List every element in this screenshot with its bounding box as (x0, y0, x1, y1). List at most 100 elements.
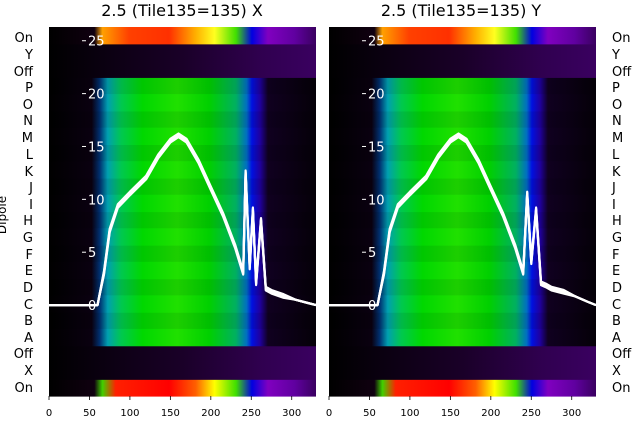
row-label: G (612, 231, 622, 246)
heatmap-row (329, 177, 596, 196)
row-label: C (24, 298, 33, 313)
heatmap-row (49, 77, 316, 95)
overlay-y-tick-label: 15 (368, 140, 385, 155)
heatmap-row (49, 278, 316, 296)
heatmap-row-shade (329, 144, 596, 162)
row-label: K (24, 165, 33, 180)
x-axis: 0 50 100 150 200 250 300 (46, 396, 301, 419)
row-label: N (23, 114, 33, 129)
heatmap-row-shade (329, 177, 596, 195)
heatmap-row (329, 94, 596, 112)
row-label: O (23, 98, 33, 113)
heatmap-row-shade (49, 177, 316, 195)
x-tick-label: 250 (242, 408, 261, 419)
heatmap-row (329, 228, 596, 246)
row-label: H (612, 214, 622, 229)
overlay-y-tick-label: 0 (368, 299, 376, 314)
heatmap-row (49, 94, 316, 112)
overlay-y-tick-label: 15 (88, 140, 105, 155)
row-label: I (29, 198, 33, 213)
overlay-y-tick-label: 10 (88, 193, 105, 208)
row-label: C (612, 298, 621, 313)
heatmap-row-shade (329, 245, 596, 262)
row-label: P (612, 81, 620, 96)
heatmap-row (329, 144, 596, 162)
heatmap-row (329, 27, 596, 45)
row-label: H (23, 214, 33, 229)
overlay-y-tick-label: 25 (88, 35, 105, 50)
heatmap-area (49, 27, 316, 397)
row-label: Off (612, 347, 632, 362)
row-label: X (612, 364, 621, 379)
overlay-y-tick-label: 5 (368, 246, 376, 261)
heatmap-row (49, 362, 316, 380)
trace-line-copy (329, 136, 597, 307)
panel-x: 2.5 (Tile135=135) X Dipole OnXOffABCDEFG… (0, 1, 317, 419)
row-label: Y (24, 48, 33, 63)
heatmap-row-shade (49, 77, 316, 95)
heatmap-row-shade (329, 278, 596, 296)
heatmap-row (49, 345, 316, 364)
heatmap-row (49, 27, 316, 45)
row-label: M (612, 131, 623, 146)
trace-line-copy (49, 132, 317, 307)
trace-overlay (329, 132, 597, 307)
row-label: N (612, 114, 622, 129)
panel-title: 2.5 (Tile135=135) Y (381, 1, 542, 20)
row-label: B (24, 314, 33, 329)
heatmap-row (329, 261, 596, 280)
heatmap-row (49, 177, 316, 196)
heatmap-row (49, 379, 316, 397)
heatmap-row (49, 328, 316, 347)
row-label: I (612, 198, 616, 213)
row-label: K (612, 165, 621, 180)
row-label: On (612, 31, 630, 46)
x-tick-label: 0 (46, 408, 52, 419)
heatmap-row-shade (329, 110, 596, 128)
row-label: Off (14, 65, 34, 80)
x-tick-label: 0 (326, 408, 332, 419)
heatmap-row-shade (49, 211, 316, 229)
heatmap-row (49, 228, 316, 246)
row-label: L (612, 148, 620, 163)
overlay-y-tick-label: 5 (88, 246, 96, 261)
x-tick-label: 50 (363, 408, 376, 419)
x-tick-label: 150 (441, 408, 460, 419)
heatmap-row (329, 379, 596, 397)
heatmap-row-shade (49, 312, 316, 329)
x-tick-label: 100 (400, 408, 419, 419)
heatmap-row (329, 110, 596, 129)
overlay-y-tick-label: 10 (368, 193, 385, 208)
overlay-y-tick-label: 0 (88, 299, 96, 314)
x-tick-label: 300 (282, 408, 301, 419)
heatmap-row (329, 245, 596, 263)
x-tick-label: 200 (201, 408, 220, 419)
heatmap-row (329, 60, 596, 78)
row-label: D (612, 281, 622, 296)
overlay-y-tick-label: 20 (88, 88, 105, 103)
row-label: On (612, 381, 630, 396)
heatmap-row (329, 328, 596, 347)
x-axis: 0 50 100 150 200 250 300 (326, 396, 581, 419)
heatmap-row (329, 312, 596, 330)
heatmap-row-shade (329, 312, 596, 329)
row-label: E (25, 264, 33, 279)
x-tick-label: 100 (120, 408, 139, 419)
overlay-y-axis: 0 5 10 15 20 25 (362, 35, 385, 314)
heatmap-row (49, 261, 316, 280)
heatmap-area (329, 27, 596, 397)
heatmap-row-shade (49, 144, 316, 162)
row-label: Off (612, 65, 632, 80)
heatmap-row (49, 295, 316, 313)
panel-y: 2.5 (Tile135=135) Y OnXOffABCDEFGHIJKLMN… (326, 1, 632, 419)
row-label: L (26, 148, 34, 163)
heatmap-row (49, 161, 316, 179)
heatmap-row (49, 43, 316, 62)
row-label: P (25, 81, 33, 96)
row-label: J (28, 181, 33, 196)
row-label: F (26, 248, 33, 263)
row-label: Y (611, 48, 620, 63)
heatmap-row (329, 295, 596, 313)
trace-line-copy (49, 136, 317, 307)
